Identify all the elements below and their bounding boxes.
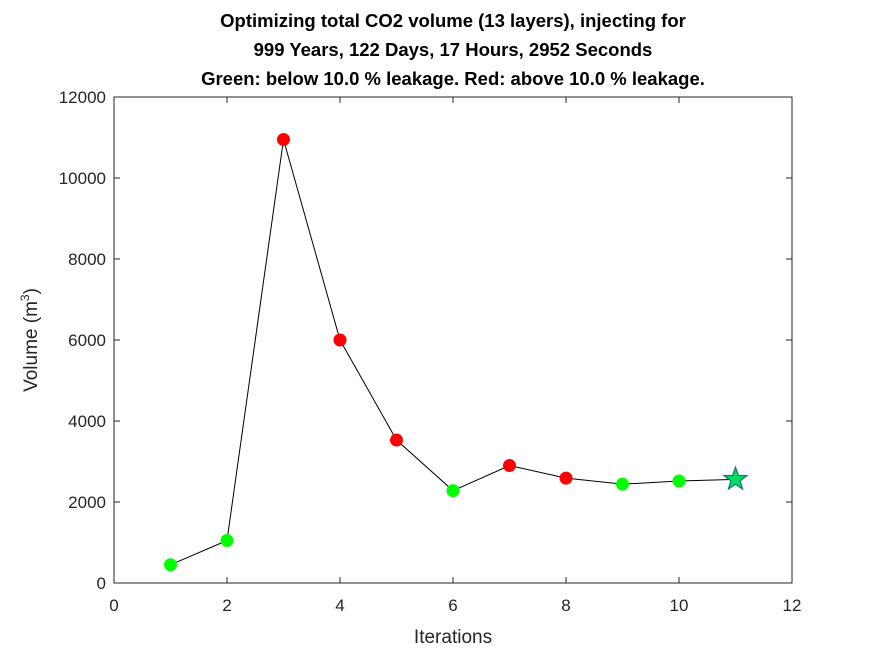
data-point-above-threshold	[390, 433, 403, 447]
y-axis-label-suffix: )	[21, 288, 42, 294]
data-point-below-threshold	[672, 474, 686, 488]
title-line-2: 999 Years, 122 Days, 17 Hours, 2952 Seco…	[254, 39, 653, 60]
y-tick-label: 0	[97, 574, 106, 593]
y-tick-label: 4000	[68, 412, 106, 431]
title-line-1: Optimizing total CO2 volume (13 layers),…	[220, 10, 686, 31]
data-point-below-threshold	[164, 558, 177, 572]
x-tick-label: 0	[109, 596, 118, 615]
chart-title: Optimizing total CO2 volume (13 layers),…	[201, 10, 705, 89]
x-axis-label: Iterations	[414, 627, 492, 648]
x-tick-label: 10	[670, 596, 689, 615]
y-axis: 0 2000 4000 6000 8000 10000 12000	[59, 88, 792, 593]
y-axis-label-text: Volume (m	[21, 301, 42, 392]
y-axis-label: Volume (m3)	[18, 288, 42, 392]
y-tick-label: 10000	[59, 169, 106, 188]
data-point-above-threshold	[559, 471, 573, 485]
data-point-below-threshold	[220, 533, 234, 547]
data-point-above-threshold	[277, 133, 290, 147]
y-tick-label: 6000	[68, 331, 106, 350]
series	[164, 133, 749, 572]
x-tick-label: 12	[783, 596, 802, 615]
data-point-below-threshold	[446, 484, 460, 498]
y-tick-label: 8000	[68, 250, 106, 269]
x-tick-label: 6	[448, 596, 457, 615]
x-tick-label: 2	[222, 596, 231, 615]
y-tick-label: 12000	[59, 88, 106, 107]
best-point-star-marker	[722, 465, 749, 491]
data-point-above-threshold	[333, 333, 347, 347]
title-line-3: Green: below 10.0 % leakage. Red: above …	[201, 68, 705, 89]
x-tick-label: 4	[335, 596, 344, 615]
y-axis-label-superscript: 3	[18, 294, 32, 301]
data-point-above-threshold	[503, 459, 516, 473]
data-point-below-threshold	[616, 477, 629, 491]
plot-area	[113, 96, 793, 584]
y-tick-label: 2000	[68, 493, 106, 512]
x-tick-label: 8	[561, 596, 570, 615]
x-axis: 0 2 4 6 8 10 12	[109, 97, 801, 615]
